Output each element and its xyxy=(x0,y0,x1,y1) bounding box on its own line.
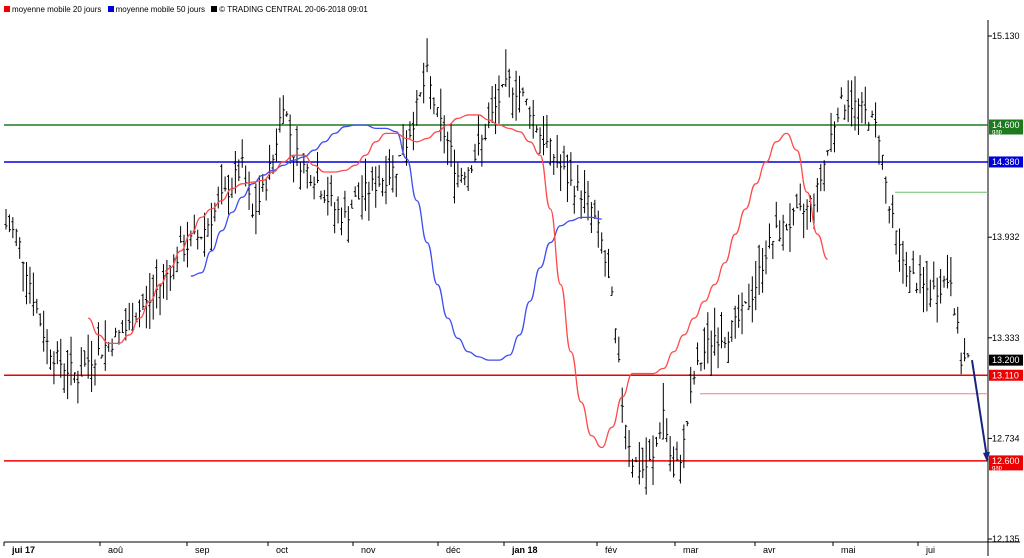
legend-label-ma20: moyenne mobile 20 jours xyxy=(12,5,102,14)
x-tick-label: jan 18 xyxy=(511,545,538,555)
legend-item-ma50: moyenne mobile 50 jours xyxy=(104,5,205,14)
y-tick-label: 12.135 xyxy=(992,534,1020,544)
y-tick-label: 12.734 xyxy=(992,433,1020,443)
ma20-line xyxy=(87,114,828,449)
x-tick-label: avr xyxy=(763,545,776,555)
level-label-box xyxy=(989,156,1023,168)
legend-item-ma20: moyenne mobile 20 jours xyxy=(4,5,101,14)
legend-swatch-blue xyxy=(107,6,114,12)
x-tick-label: sep xyxy=(195,545,210,555)
level-label-box xyxy=(989,119,1023,135)
x-tick-label: déc xyxy=(446,545,461,555)
level-label-box xyxy=(989,369,1023,381)
level-label: 14.380 xyxy=(992,157,1020,167)
x-tick-label: jui xyxy=(925,545,935,555)
ohlc-bars xyxy=(4,38,970,495)
legend: moyenne mobile 20 jours moyenne mobile 5… xyxy=(4,5,368,14)
x-tick-label: oct xyxy=(276,545,289,555)
axis-labels: 15.130 13.932 13.333 12.734 12.135 jui 17 aoû s… xyxy=(3,31,1020,555)
x-tick-label: fév xyxy=(605,545,618,555)
y-tick-label: 13.333 xyxy=(992,333,1020,343)
legend-swatch-red xyxy=(4,6,10,12)
forecast-arrow-head xyxy=(983,451,990,462)
ma50-line xyxy=(190,124,602,361)
legend-label-ma50: moyenne mobile 50 jours xyxy=(115,5,206,14)
level-label: 12.600 xyxy=(992,456,1020,466)
level-gap-label: gap xyxy=(992,465,1003,471)
y-tick-label: 13.932 xyxy=(992,232,1020,242)
x-tick-label: nov xyxy=(361,545,376,555)
forecast-arrow-shaft xyxy=(971,359,988,459)
x-tick-label: jui 17 xyxy=(11,545,35,555)
legend-label-source: © TRADING CENTRAL 20-06-2018 09:01 xyxy=(219,5,368,14)
last-price-label: 13.200 xyxy=(992,355,1020,365)
legend-swatch-black xyxy=(211,6,218,12)
level-gap-label: gap xyxy=(992,130,1003,136)
forecast-arrow xyxy=(971,359,990,462)
last-price-box xyxy=(989,354,1023,366)
y-tick-label: 15.130 xyxy=(992,31,1020,41)
level-label: 13.110 xyxy=(992,370,1019,380)
level-label-box xyxy=(989,455,1023,471)
x-tick-label: mar xyxy=(683,545,699,555)
legend-item-source: © TRADING CENTRAL 20-06-2018 09:01 xyxy=(207,5,368,14)
level-label: 14.600 xyxy=(992,120,1020,130)
x-tick-label: aoû xyxy=(108,545,123,555)
x-tick-label: mai xyxy=(841,545,856,555)
